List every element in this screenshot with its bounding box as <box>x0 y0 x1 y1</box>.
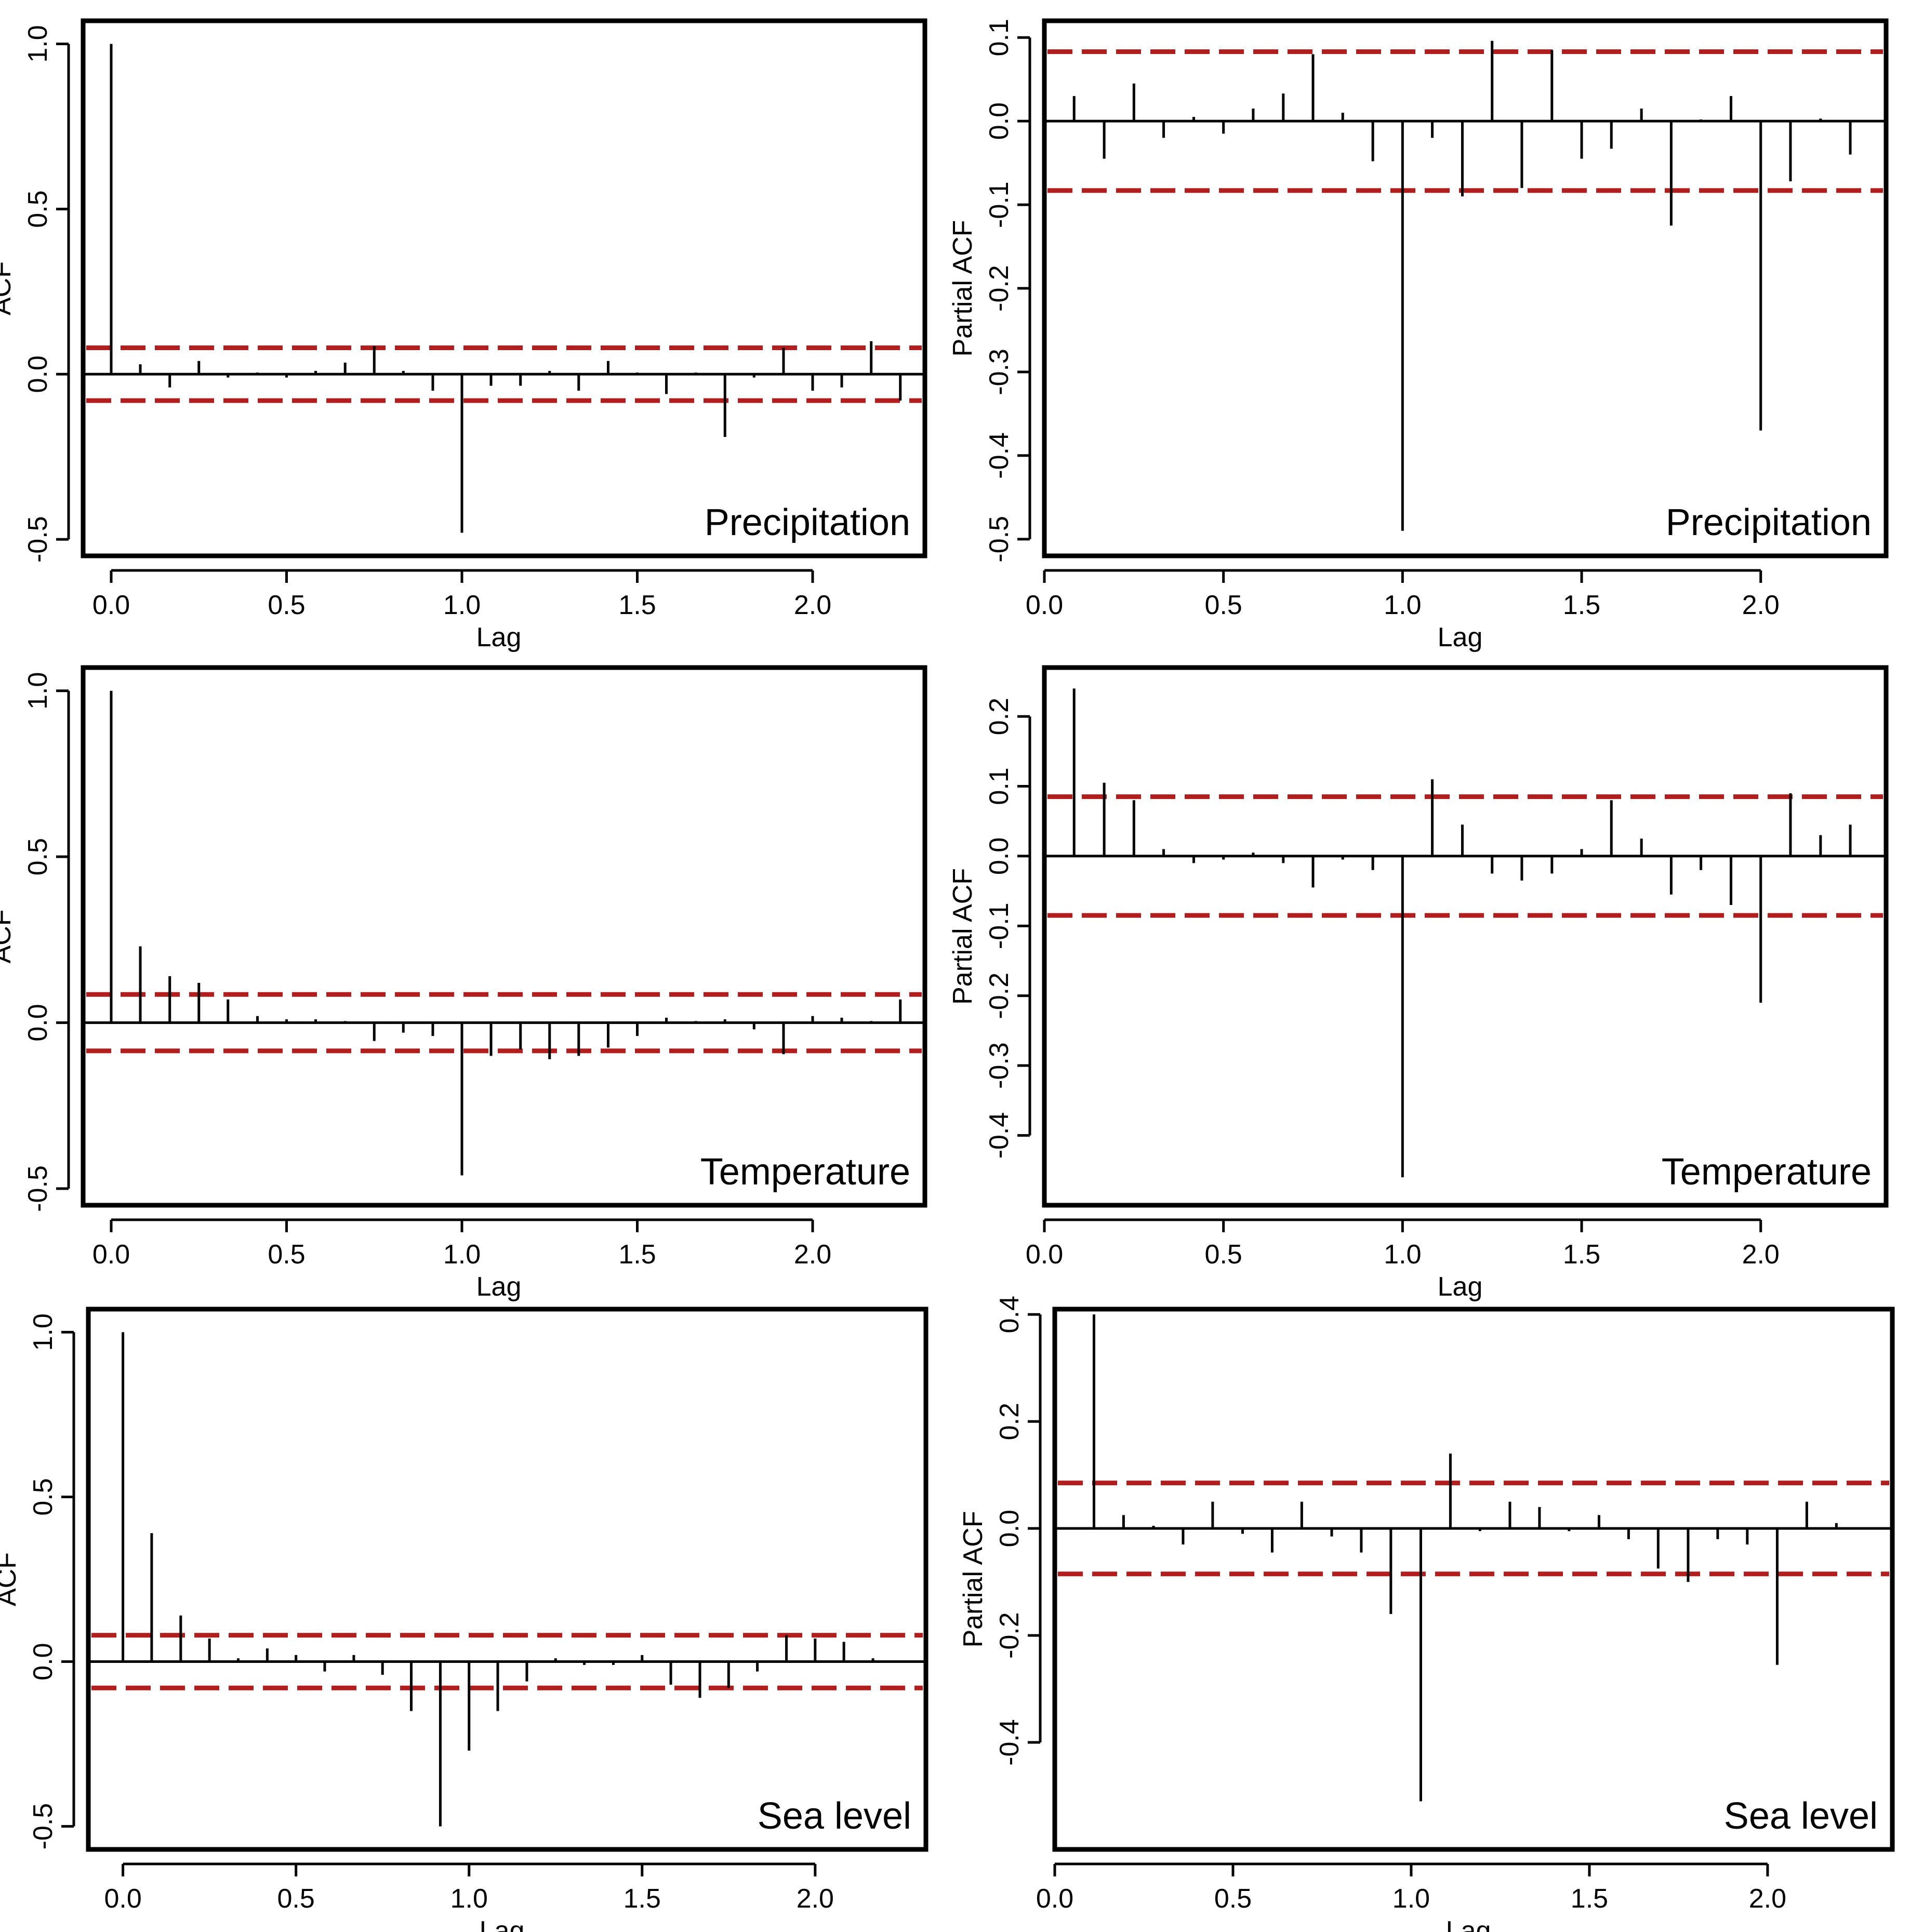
x-axis-title: Lag <box>1438 622 1483 652</box>
x-tick-label: 0.5 <box>1205 590 1242 620</box>
x-tick-label: 0.0 <box>1026 590 1063 620</box>
precip-pacf-panel: 0.0 0.5 1.0 1.5 2.0 Lag -0.5 -0.4 -0.3 -0.2 -0.1 0.… <box>948 18 1889 652</box>
y-tick-label: -0.3 <box>984 1042 1014 1089</box>
x-tick-label: 1.5 <box>1563 590 1600 620</box>
plot-frame <box>86 1307 929 1852</box>
plot-frame <box>1042 18 1889 558</box>
y-tick-label: 0.2 <box>984 698 1014 735</box>
y-tick-label: 0.1 <box>984 767 1014 805</box>
y-tick-label: 1.0 <box>28 1313 58 1351</box>
x-tick-label: 0.5 <box>1205 1240 1242 1270</box>
y-axis-title: ACF <box>0 261 17 315</box>
x-tick-label: 2.0 <box>794 1240 831 1270</box>
x-tick-label: 1.5 <box>1571 1884 1608 1914</box>
x-tick-label: 1.0 <box>450 1884 488 1914</box>
plot-frame <box>1052 1307 1895 1852</box>
x-axis-title: Lag <box>1438 1272 1483 1302</box>
x-tick-label: 1.5 <box>618 1240 656 1270</box>
panel-label: Precipitation <box>1666 502 1872 543</box>
panel-label: Sea level <box>758 1795 911 1837</box>
x-tick-label: 1.0 <box>1392 1884 1430 1914</box>
x-tick-label: 1.0 <box>443 1240 481 1270</box>
y-tick-label: 0.5 <box>28 1478 58 1515</box>
y-tick-label: 0.0 <box>994 1510 1025 1547</box>
y-tick-label: 0.2 <box>994 1403 1025 1440</box>
x-tick-label: 1.5 <box>1563 1240 1600 1270</box>
y-axis-title: ACF <box>0 1552 22 1606</box>
y-tick-label: -0.3 <box>984 349 1014 395</box>
y-tick-label: -0.5 <box>28 1803 58 1850</box>
temp-acf-panel: 0.0 0.5 1.0 1.5 2.0 Lag -0.5 0.0 0.5 1.0 ACF Temper… <box>0 665 927 1302</box>
sealevel-pacf-panel: 0.0 0.5 1.0 1.5 2.0 Lag -0.4 -0.2 0.0 0.2 0.4 Parti… <box>958 1296 1895 1932</box>
y-tick-label: -0.5 <box>23 516 53 563</box>
x-tick-label: 2.0 <box>794 590 831 620</box>
plot-frame <box>81 18 927 558</box>
y-tick-label: 0.4 <box>994 1296 1025 1333</box>
temp-pacf-panel: 0.0 0.5 1.0 1.5 2.0 Lag -0.4 -0.3 -0.2 -0.1 0.0 0.1… <box>948 665 1889 1302</box>
x-axis-title: Lag <box>476 622 522 652</box>
x-tick-label: 0.0 <box>1036 1884 1073 1914</box>
x-tick-label: 1.5 <box>618 590 656 620</box>
x-tick-label: 1.5 <box>624 1884 661 1914</box>
x-tick-label: 2.0 <box>1742 1240 1780 1270</box>
plot-frame <box>81 665 927 1208</box>
x-tick-label: 1.0 <box>443 590 481 620</box>
panel-label: Sea level <box>1724 1795 1878 1837</box>
y-tick-label: 0.0 <box>984 102 1014 140</box>
y-tick-label: -0.2 <box>984 972 1014 1019</box>
x-tick-label: 0.5 <box>268 590 305 620</box>
y-tick-label: -0.1 <box>984 903 1014 950</box>
y-axis-title: Partial ACF <box>948 220 978 357</box>
x-tick-label: 0.5 <box>268 1240 305 1270</box>
x-tick-label: 2.0 <box>1742 590 1780 620</box>
y-tick-label: 0.1 <box>984 19 1014 56</box>
y-tick-label: 1.0 <box>23 672 53 710</box>
x-tick-label: 2.0 <box>1749 1884 1786 1914</box>
x-tick-label: 2.0 <box>797 1884 834 1914</box>
y-tick-label: -0.4 <box>984 1112 1014 1159</box>
y-tick-label: -0.4 <box>994 1719 1025 1766</box>
x-tick-label: 0.0 <box>1026 1240 1063 1270</box>
x-tick-label: 0.5 <box>1214 1884 1252 1914</box>
plot-frame <box>1042 665 1889 1208</box>
panel-label: Temperature <box>700 1151 910 1193</box>
x-axis-title: Lag <box>476 1272 522 1302</box>
y-tick-label: 0.5 <box>23 190 53 228</box>
x-tick-label: 0.0 <box>92 590 130 620</box>
y-tick-label: 0.0 <box>984 837 1014 875</box>
y-tick-label: 0.5 <box>23 838 53 875</box>
y-tick-label: -0.5 <box>984 516 1014 563</box>
x-tick-label: 1.0 <box>1384 1240 1421 1270</box>
y-axis-title: Partial ACF <box>948 868 978 1005</box>
y-tick-label: -0.1 <box>984 181 1014 228</box>
x-tick-label: 0.0 <box>92 1240 130 1270</box>
x-tick-label: 1.0 <box>1384 590 1421 620</box>
y-tick-label: -0.5 <box>23 1165 53 1212</box>
y-tick-label: 0.0 <box>23 355 53 393</box>
y-axis-title: ACF <box>0 910 17 964</box>
y-tick-label: -0.2 <box>984 265 1014 312</box>
panel-label: Temperature <box>1662 1151 1872 1193</box>
sealevel-acf-panel: 0.0 0.5 1.0 1.5 2.0 Lag -0.5 0.0 0.5 1.0 ACF Sea le… <box>0 1307 929 1932</box>
x-tick-label: 0.0 <box>104 1884 141 1914</box>
x-tick-label: 0.5 <box>277 1884 315 1914</box>
y-tick-label: 0.0 <box>28 1643 58 1680</box>
y-tick-label: 1.0 <box>23 25 53 62</box>
panel-label: Precipitation <box>705 502 910 543</box>
precip-acf-panel: 0.0 0.5 1.0 1.5 2.0 Lag -0.5 0.0 0.5 1.0 ACF Precip… <box>0 18 927 652</box>
y-tick-label: -0.4 <box>984 432 1014 479</box>
y-tick-label: -0.2 <box>994 1612 1025 1659</box>
x-axis-title: Lag <box>1446 1916 1491 1932</box>
y-tick-label: 0.0 <box>23 1004 53 1041</box>
y-axis-title: Partial ACF <box>958 1511 988 1648</box>
x-axis-title: Lag <box>480 1916 525 1932</box>
